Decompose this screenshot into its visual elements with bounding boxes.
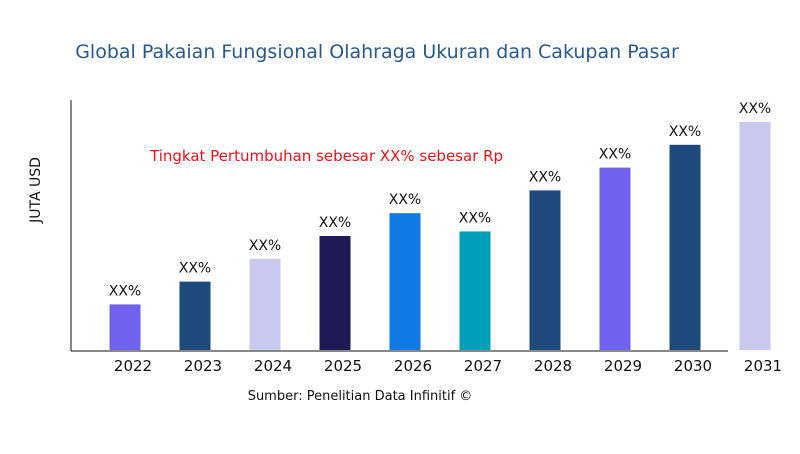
x-tick-label-2023: 2023 — [184, 357, 222, 375]
x-tick-label-2030: 2030 — [674, 357, 712, 375]
bar-2031 — [739, 122, 771, 350]
bar-2024 — [249, 258, 281, 350]
bar-2027 — [459, 231, 491, 350]
bar-2030 — [669, 144, 701, 350]
data-label-2022: XX% — [109, 283, 141, 299]
x-tick-label-2029: 2029 — [604, 357, 642, 375]
bar-2026 — [389, 213, 421, 350]
data-label-2030: XX% — [669, 124, 701, 140]
bar-2023 — [179, 281, 211, 350]
x-tick-label-2028: 2028 — [534, 357, 572, 375]
growth-annotation: Tingkat Pertumbuhan sebesar XX% sebesar … — [149, 147, 503, 165]
x-tick-label-2026: 2026 — [394, 357, 432, 375]
x-tick-label-2031: 2031 — [744, 357, 782, 375]
data-label-2031: XX% — [739, 101, 771, 117]
data-label-2025: XX% — [319, 215, 351, 231]
x-tick-label-2024: 2024 — [254, 357, 292, 375]
x-tick-label-2022: 2022 — [114, 357, 152, 375]
data-label-2026: XX% — [389, 192, 421, 208]
bar-2029 — [599, 167, 631, 350]
y-axis-label: JUTA USD — [28, 157, 44, 224]
bar-2028 — [529, 190, 561, 350]
source-note: Sumber: Penelitian Data Infinitif © — [248, 389, 473, 404]
x-tick-label-2025: 2025 — [324, 357, 362, 375]
data-label-2027: XX% — [459, 210, 491, 226]
bar-2025 — [319, 236, 351, 350]
data-label-2028: XX% — [529, 169, 561, 185]
chart-title: Global Pakaian Fungsional Olahraga Ukura… — [75, 41, 679, 63]
data-label-2023: XX% — [179, 261, 211, 277]
data-label-2024: XX% — [249, 238, 281, 254]
x-tick-label-2027: 2027 — [464, 357, 502, 375]
bar-2022 — [109, 304, 141, 350]
data-label-2029: XX% — [599, 147, 631, 163]
